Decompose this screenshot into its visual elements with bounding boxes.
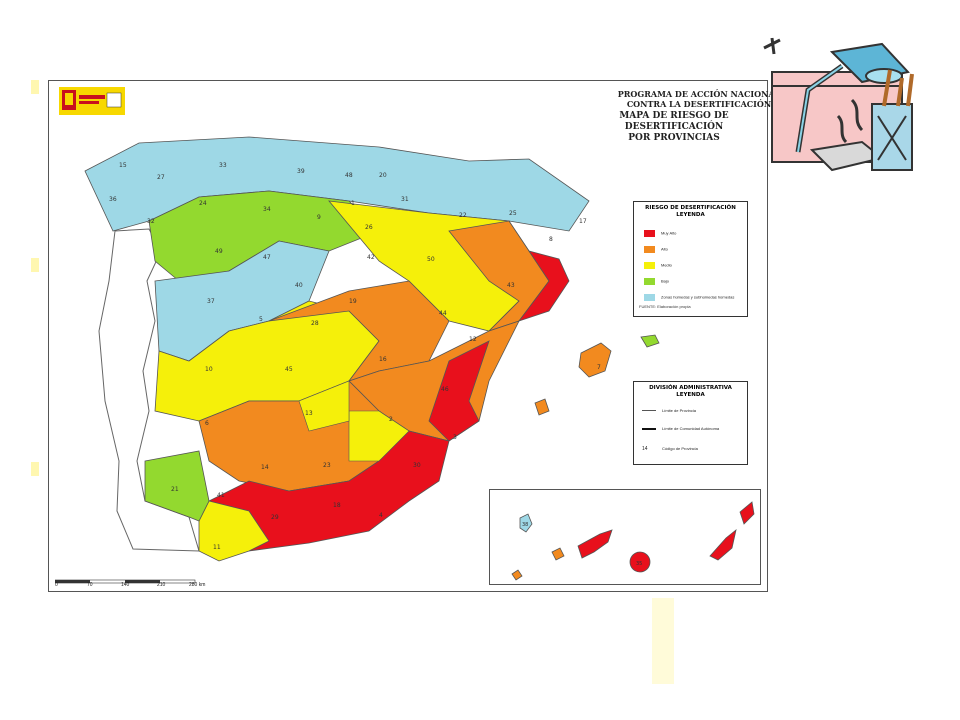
admin-legend-title: DIVISIÓN ADMINISTRATIVA LEYENDA <box>649 385 732 398</box>
swatch-zonas-humedas <box>644 294 655 301</box>
province-code: 34 <box>263 206 271 213</box>
province-code: 19 <box>349 298 357 305</box>
province-code: 31 <box>401 196 409 203</box>
province-code: 40 <box>295 282 303 289</box>
province-code: 43 <box>507 282 515 289</box>
canary-islands-inset: 38 35 <box>489 489 761 585</box>
decorative-strip <box>652 598 674 684</box>
risk-legend-item: Zonas húmedas y subhúmedas húmedas <box>644 294 740 301</box>
swatch-alto <box>644 246 655 253</box>
province-code: 25 <box>509 210 517 217</box>
province-code: 36 <box>109 196 117 203</box>
province-code: 17 <box>579 218 587 225</box>
map-header-programa: PROGRAMA DE ACCIÓN NACIONAL CONTRA LA DE… <box>609 89 789 109</box>
risk-legend-item: Alto <box>644 246 668 253</box>
admin-legend-item: 14 Código de Provincia <box>642 446 698 452</box>
desertification-map: PROGRAMA DE ACCIÓN NACIONAL CONTRA LA DE… <box>48 80 780 592</box>
province-code: 27 <box>157 174 165 181</box>
province-code: 13 <box>305 410 313 417</box>
province-code: 15 <box>119 162 127 169</box>
map-header-title: MAPA DE RIESGO DE DESERTIFICACIÓN POR PR… <box>579 111 769 144</box>
province-code: 11 <box>213 544 221 551</box>
province-code: 45 <box>285 366 293 373</box>
province-code: 42 <box>367 254 375 261</box>
risk-legend-title: RIESGO DE DESERTIFICACIÓN LEYENDA <box>645 205 736 218</box>
risk-legend-item: Medio <box>644 262 672 269</box>
province-code: 5 <box>259 316 263 323</box>
ministry-logo <box>59 87 125 115</box>
risk-legend-item: Muy Alto <box>644 230 676 237</box>
spain-region-fills <box>84 136 590 562</box>
header-line-1: PROGRAMA DE ACCIÓN NACIONAL <box>617 89 781 99</box>
risk-legend-item: Bajo <box>644 278 669 285</box>
province-code: 30 <box>413 462 421 469</box>
scale-tick: 280 km <box>189 582 206 588</box>
scale-bar-graphic <box>54 579 196 584</box>
province-code: 26 <box>365 224 373 231</box>
province-code: 41 <box>217 492 225 499</box>
province-code: 46 <box>441 386 449 393</box>
scale-tick: 70 <box>87 582 93 588</box>
province-code: 23 <box>323 462 331 469</box>
province-code: 29 <box>271 514 279 521</box>
province-code-labels: 15 27 33 39 48 20 31 22 25 17 36 32 24 3… <box>109 162 601 551</box>
map-source-note: FUENTE: Elaboración propia <box>639 304 691 309</box>
province-code: 38 <box>522 522 528 528</box>
admin-legend: DIVISIÓN ADMINISTRATIVA LEYENDA Límite d… <box>633 381 748 465</box>
desk-lamp-clipart <box>763 37 914 172</box>
province-code: 32 <box>147 218 155 225</box>
scale-bar: 0 70 140 210 280 km <box>54 573 215 589</box>
header-line-2: CONTRA LA DESERTIFICACIÓN <box>626 99 772 109</box>
slide-bullet-marker <box>31 258 39 272</box>
province-code: 3 <box>453 434 457 441</box>
province-code: 49 <box>215 248 223 255</box>
swatch-muy-alto <box>644 230 655 237</box>
province-code: 35 <box>636 561 642 567</box>
header-line-4: POR PROVINCIAS <box>628 133 720 143</box>
slide-bullet-marker <box>31 80 39 94</box>
province-code: 4 <box>379 512 383 519</box>
province-code: 22 <box>459 212 467 219</box>
scale-tick: 140 <box>121 582 130 588</box>
admin-legend-item: Límite de Comunidad Autónoma <box>642 426 719 432</box>
swatch-bajo <box>644 278 655 285</box>
province-code: 33 <box>219 162 227 169</box>
province-code: 44 <box>439 310 447 317</box>
province-code: 18 <box>333 502 341 509</box>
province-code: 6 <box>205 420 209 427</box>
province-code: 47 <box>263 254 271 261</box>
province-code: 7 <box>597 364 601 371</box>
community-boundary-line <box>642 427 656 430</box>
province-code: 2 <box>389 416 393 423</box>
province-code: 16 <box>379 356 387 363</box>
province-code: 37 <box>207 298 215 305</box>
province-code: 9 <box>317 214 321 221</box>
province-code: 21 <box>171 486 179 493</box>
slide-bullet-marker <box>31 462 39 476</box>
balearic-islands <box>534 334 660 416</box>
province-code: 14 <box>261 464 269 471</box>
header-line-3: MAPA DE RIESGO DE DESERTIFICACIÓN <box>619 111 729 132</box>
province-code: 28 <box>311 320 319 327</box>
province-code: 48 <box>345 172 353 179</box>
scale-tick: 0 <box>55 582 58 588</box>
iberian-peninsula-map: 15 27 33 39 48 20 31 22 25 17 36 32 24 3… <box>84 136 660 562</box>
province-boundary-line <box>642 410 656 412</box>
risk-legend: RIESGO DE DESERTIFICACIÓN LEYENDA Muy Al… <box>633 201 748 317</box>
province-code-sample: 14 <box>642 446 648 452</box>
province-code: 20 <box>379 172 387 179</box>
province-code: 8 <box>549 236 553 243</box>
scale-tick: 210 <box>157 582 166 588</box>
province-code: 12 <box>469 336 477 343</box>
province-code: 24 <box>199 200 207 207</box>
swatch-medio <box>644 262 655 269</box>
province-code: 50 <box>427 256 435 263</box>
province-code: 10 <box>205 366 213 373</box>
province-code: 1 <box>351 200 355 207</box>
admin-legend-item: Límite de Provincia <box>642 408 696 414</box>
canary-islands-shapes: 38 35 <box>511 501 755 581</box>
province-code: 39 <box>297 168 305 175</box>
